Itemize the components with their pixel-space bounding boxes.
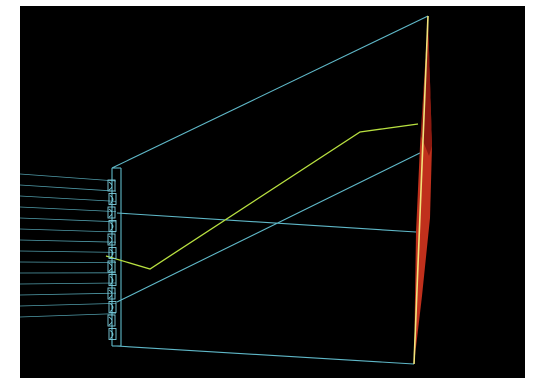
- 3d-viewport[interactable]: [20, 6, 525, 378]
- optical-scene: [20, 6, 525, 378]
- viewport-background: [20, 6, 525, 378]
